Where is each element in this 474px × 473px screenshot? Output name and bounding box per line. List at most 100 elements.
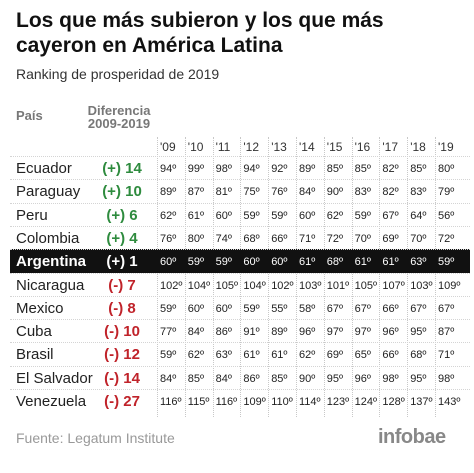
rank-cell: 62º — [187, 349, 205, 362]
rank-cell: 60º — [215, 302, 232, 315]
rank-cell: 68º — [410, 349, 427, 362]
difference-value: (+) 1 — [106, 253, 138, 271]
rank-cell: 60º — [215, 209, 232, 222]
rank-cell: 61º — [354, 256, 371, 269]
rank-cell: 95º — [326, 372, 344, 385]
rank-cell: 63º — [410, 256, 427, 269]
country-name: Nicaragua — [16, 276, 85, 294]
rank-cell: 95º — [410, 372, 427, 385]
rank-cell: 70º — [410, 232, 427, 245]
rank-cell: 60º — [299, 209, 316, 222]
rank-cell: 62º — [326, 209, 344, 222]
rank-cell: 83º — [354, 186, 371, 199]
rank-cell: 101º — [326, 279, 350, 292]
rank-cell: 59º — [243, 209, 260, 222]
rank-cell: 105º — [354, 279, 377, 292]
country-name: Peru — [16, 206, 48, 224]
rank-cell: 114º — [299, 396, 321, 408]
rank-cell: 56º — [438, 209, 455, 222]
rank-cell: 103º — [299, 279, 322, 292]
rank-cell: 91º — [243, 326, 260, 339]
rank-cell: 84º — [299, 186, 316, 199]
table-row: Venezuela (-) 27 116º 115º 116º 109º 110º 114º 1… — [10, 389, 470, 413]
rank-cell: 69º — [326, 349, 344, 362]
rank-cell: 68º — [326, 256, 344, 269]
difference-value: (-) 12 — [104, 346, 140, 364]
rank-cell: 102º — [160, 279, 183, 292]
table-row: Argentina (+) 1 60º 59º 59º 60º 60º 61º 68º 61º 61… — [10, 249, 470, 274]
rank-cell: 76º — [160, 232, 177, 245]
rank-cell: 59º — [215, 256, 232, 269]
rank-cell: 71º — [438, 349, 455, 362]
rank-cell: 107º — [382, 279, 405, 292]
rank-cell: 84º — [215, 372, 232, 385]
table-row: Nicaragua (-) 7 102º 104º 105º 104º 102º 103º 10… — [10, 272, 470, 297]
rank-cell: 143º — [438, 396, 461, 408]
difference-value: (-) 27 — [104, 393, 140, 410]
rank-cell: 86º — [215, 326, 232, 339]
country-name: Paraguay — [16, 183, 81, 201]
rank-cell: 61º — [271, 349, 288, 362]
country-name: Ecuador — [16, 160, 72, 177]
rank-cell: 82º — [382, 163, 399, 175]
rank-cell: 137º — [410, 396, 433, 408]
year-label: '09 — [157, 137, 188, 417]
difference-value: (-) 14 — [104, 369, 140, 387]
rank-cell: 89º — [160, 186, 177, 199]
country-name: El Salvador — [16, 369, 93, 387]
rank-cell: 115º — [187, 396, 210, 408]
rank-cell: 103º — [410, 279, 433, 292]
rank-cell: 67º — [382, 209, 399, 222]
rank-cell: 80º — [187, 232, 205, 245]
rank-cell: 89º — [271, 326, 288, 339]
country-name: Colombia — [16, 229, 80, 247]
rank-cell: 97º — [354, 326, 371, 339]
rank-cell: 85º — [271, 372, 288, 385]
rank-cell: 83º — [410, 186, 427, 199]
rank-cell: 71º — [299, 232, 316, 245]
difference-value: (+) 6 — [106, 206, 138, 224]
rank-cell: 109º — [243, 396, 266, 408]
rank-cell: 96º — [354, 372, 371, 385]
column-header-pais: País — [16, 108, 43, 123]
table-row: Peru (+) 6 62º 61º 60º 59º 59º 60º 62º 59º 67º 64º 5… — [10, 202, 470, 227]
rank-cell: 92º — [271, 163, 288, 175]
rank-cell: 60º — [271, 256, 288, 269]
rank-cell: 85º — [354, 163, 371, 175]
rank-cell: 76º — [271, 186, 288, 199]
rank-cell: 61º — [382, 256, 399, 269]
rank-cell: 58º — [299, 302, 316, 315]
rank-cell: 109º — [438, 279, 461, 292]
rank-cell: 87º — [438, 326, 455, 339]
difference-value: (-) 10 — [104, 323, 140, 341]
table-row: El Salvador (-) 14 84º 85º 84º 86º 85º 90º 95º 96… — [10, 365, 470, 390]
rank-cell: 59º — [438, 256, 455, 269]
country-name: Brasil — [16, 346, 54, 364]
year-label: '19 — [435, 137, 466, 417]
rank-cell: 116º — [160, 396, 182, 408]
rank-cell: 72º — [326, 232, 344, 245]
year-label: '13 — [268, 137, 299, 417]
rank-cell: 70º — [354, 232, 371, 245]
year-label: '11 — [212, 137, 244, 417]
year-label: '18 — [407, 137, 438, 417]
rank-cell: 68º — [243, 232, 260, 245]
rank-cell: 97º — [326, 326, 344, 339]
rank-cell: 55º — [271, 302, 288, 315]
rank-cell: 85º — [187, 372, 205, 385]
rank-cell: 84º — [160, 372, 177, 385]
infobae-logo: infobae — [378, 426, 446, 448]
rank-cell: 90º — [299, 372, 316, 385]
rank-cell: 104º — [243, 279, 266, 292]
rank-cell: 75º — [243, 186, 260, 199]
rank-cell: 128º — [382, 396, 405, 408]
rank-cell: 104º — [187, 279, 211, 292]
rank-cell: 94º — [243, 163, 260, 175]
year-label: '14 — [296, 137, 327, 417]
rank-cell: 59º — [271, 209, 288, 222]
rank-cell: 85º — [410, 163, 427, 175]
rank-cell: 67º — [410, 302, 427, 315]
rank-cell: 59º — [243, 302, 260, 315]
rank-cell: 124º — [354, 396, 377, 408]
year-label: '15 — [323, 137, 355, 417]
